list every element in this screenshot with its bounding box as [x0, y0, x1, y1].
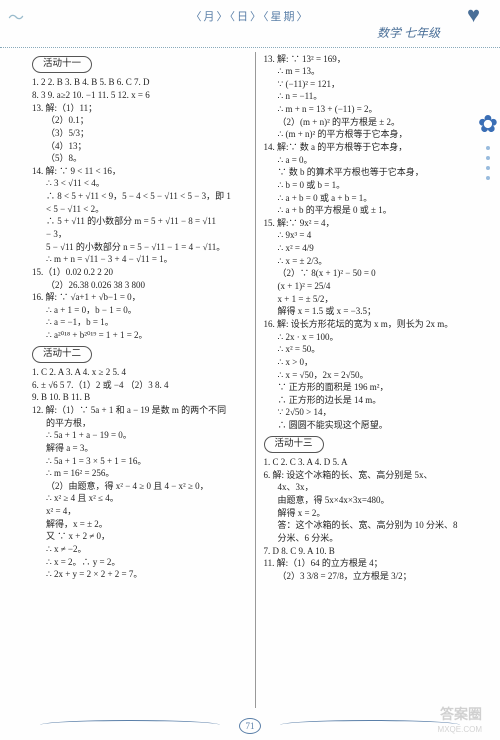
text-line: ∴ 2x + y = 2 × 2 + 2 = 7。 [32, 568, 247, 580]
text-line: ∴ b = 0 或 b = 1。 [264, 179, 479, 191]
side-dots [486, 140, 490, 186]
text-line: 11. 解:（1）64 的立方根是 4； [264, 557, 479, 569]
text-line: ∴ x² = 4/9 [264, 242, 479, 254]
text-line: （2）0.1； [32, 114, 247, 126]
text-line: ∴ n = −11。 [264, 90, 479, 102]
text-line: 解得 x = 1.5 或 x = −3.5； [264, 305, 479, 317]
text-line: 13. 解: ∵ 13² = 169， [264, 53, 479, 65]
text-line: 又 ∵ x + 2 ≠ 0， [32, 530, 247, 542]
text-line: 由题意，得 5x×4x×3x=480。 [264, 494, 479, 506]
text-line: ∴ 圆圆不能实现这个愿望。 [264, 419, 479, 431]
text-line: 14. 解: ∵ 9 < 11 < 16， [32, 165, 247, 177]
text-line: ∴ a + b = 0 或 a + b = 1。 [264, 192, 479, 204]
text-line: 5 − √11 的小数部分 n = 5 − √11 − 1 = 4 − √11。 [32, 241, 247, 253]
text-line: ∴ x² = 50。 [264, 343, 479, 355]
text-line: （2）∵ 8(x + 1)² − 50 = 0 [264, 267, 479, 279]
text-line: ∴ a + b 的平方根是 0 或 ± 1。 [264, 204, 479, 216]
text-line: ∴ a = 0。 [264, 154, 479, 166]
text-line: 13. 解:（1）11； [32, 102, 247, 114]
text-line: x + 1 = ± 5/2， [264, 293, 479, 305]
text-line: ∴ 5a + 1 + a − 19 = 0。 [32, 429, 247, 441]
text-line: 15.（1）0.02 0.2 2 20 [32, 266, 247, 278]
page-footer: 71 [0, 718, 500, 734]
heart-icon: ♥ [467, 2, 480, 28]
right-column: 13. 解: ∵ 13² = 169， ∴ m = 13。 ∵ (−11)² =… [256, 52, 483, 708]
text-line: 1. 2 2. B 3. B 4. B 5. B 6. C 7. D [32, 76, 247, 88]
text-line: ∴ a = −1，b = 1。 [32, 316, 247, 328]
watermark-main: 答案圈 [440, 704, 482, 724]
text-line: ∴ m = 13。 [264, 65, 479, 77]
text-line: ∴ x ≠ −2。 [32, 543, 247, 555]
header-title: 〈月〉〈日〉〈星期〉 [191, 8, 310, 24]
page-header: 〜 〈月〉〈日〉〈星期〉 数学 七年级 ♥ [0, 0, 500, 48]
text-line: 8. 3 9. a≥2 10. −1 11. 5 12. x = 6 [32, 89, 247, 101]
text-line: (x + 1)² = 25/4 [264, 280, 479, 292]
text-line: ∴ m + n = √11 − 3 + 4 − √11 = 1。 [32, 253, 247, 265]
text-line: 6. 解: 设这个冰箱的长、宽、高分别是 5x、 [264, 469, 479, 481]
text-line: ∴ (m + n)² 的平方根等于它本身， [264, 128, 479, 140]
text-line: ∴ x = 2。∴ y = 2。 [32, 556, 247, 568]
text-line: （5）8。 [32, 152, 247, 164]
text-line: x² = 4， [32, 505, 247, 517]
text-line: 解得 a = 3。 [32, 442, 247, 454]
text-line: （2）由题意，得 x² − 4 ≥ 0 且 4 − x² ≥ 0， [32, 480, 247, 492]
text-line: ∵ 数 b 的算术平方根也等于它本身， [264, 166, 479, 178]
text-line: ∴ x = √50，2x = 2√50。 [264, 369, 479, 381]
text-line: （2）3 3/8 = 27/8，立方根是 3/2； [264, 570, 479, 582]
text-line: 分米、6 分米。 [264, 532, 479, 544]
text-line: （3）5/3； [32, 127, 247, 139]
text-line: 解得，x = ± 2。 [32, 518, 247, 530]
text-line: 答：这个冰箱的长、宽、高分别为 10 分米、8 [264, 519, 479, 531]
text-line: ∴ m = 16² = 256。 [32, 467, 247, 479]
header-subtitle: 数学 七年级 [377, 24, 440, 41]
left-column: 活动十一 1. 2 2. B 3. B 4. B 5. B 6. C 7. D … [28, 52, 256, 708]
text-line: ∵ 2√50 > 14， [264, 406, 479, 418]
text-line: ∵ (−11)² = 121， [264, 78, 479, 90]
text-line: 12. 解:（1）∵ 5a + 1 和 a − 19 是数 m 的两个不同 [32, 404, 247, 416]
text-line: （2）26.38 0.026 38 3 800 [32, 279, 247, 291]
text-line: （2）(m + n)² 的平方根是 ± 2。 [264, 116, 479, 128]
section-12-label: 活动十二 [32, 346, 92, 363]
text-line: ∴ a + 1 = 0，b − 1 = 0。 [32, 304, 247, 316]
text-line: ∴ 8 < 5 + √11 < 9，5 − 4 < 5 − √11 < 5 − … [32, 190, 247, 202]
page-number: 71 [239, 718, 261, 734]
section-13-label: 活动十三 [264, 436, 324, 453]
text-line: ∴ 5a + 1 = 3 × 5 + 1 = 16。 [32, 455, 247, 467]
text-line: ∴ m + n = 13 + (−11) = 2。 [264, 103, 479, 115]
text-line: ∴ a²⁰¹⁸ + b²⁰¹⁹ = 1 + 1 = 2。 [32, 329, 247, 341]
header-decoration: 〜 [8, 4, 24, 28]
text-line: ∴ 5 + √11 的小数部分 m = 5 + √11 − 8 = √11 [32, 215, 247, 227]
flower-icon: ✿ [478, 110, 498, 139]
text-line: ∵ 正方形的面积是 196 m²， [264, 381, 479, 393]
text-line: 7. D 8. C 9. A 10. B [264, 545, 479, 557]
text-line: ∴ 正方形的边长是 14 m。 [264, 394, 479, 406]
text-line: 6. ± √6 5 7.（1）2 或 −4 （2）3 8. 4 [32, 379, 247, 391]
text-line: ∴ 9x³ = 4 [264, 229, 479, 241]
text-line: （4）13； [32, 140, 247, 152]
content-columns: 活动十一 1. 2 2. B 3. B 4. B 5. B 6. C 7. D … [0, 48, 500, 708]
text-line: ∴ x = ± 2/3。 [264, 255, 479, 267]
text-line: 9. B 10. B 11. B [32, 391, 247, 403]
text-line: 1. C 2. A 3. A 4. x ≥ 2 5. 4 [32, 366, 247, 378]
watermark-sub: MXQE.COM [438, 725, 482, 734]
text-line: 的平方根， [32, 417, 247, 429]
text-line: < 5 − √11 < 2。 [32, 203, 247, 215]
text-line: 解得 x = 2。 [264, 507, 479, 519]
text-line: − 3， [32, 228, 247, 240]
text-line: 14. 解:∵ 数 a 的平方根等于它本身， [264, 141, 479, 153]
text-line: ∴ x > 0， [264, 356, 479, 368]
text-line: 16. 解: ∵ √a+1 + √b−1 = 0， [32, 291, 247, 303]
text-line: ∴ 2x · x = 100。 [264, 331, 479, 343]
text-line: 15. 解:∵ 9x² = 4， [264, 217, 479, 229]
text-line: 16. 解: 设长方形花坛的宽为 x m，则长为 2x m。 [264, 318, 479, 330]
text-line: ∴ x² ≥ 4 且 x² ≤ 4。 [32, 492, 247, 504]
text-line: 4x、3x， [264, 481, 479, 493]
text-line: 1. C 2. C 3. A 4. D 5. A [264, 456, 479, 468]
section-11-label: 活动十一 [32, 56, 92, 73]
text-line: ∴ 3 < √11 < 4。 [32, 177, 247, 189]
